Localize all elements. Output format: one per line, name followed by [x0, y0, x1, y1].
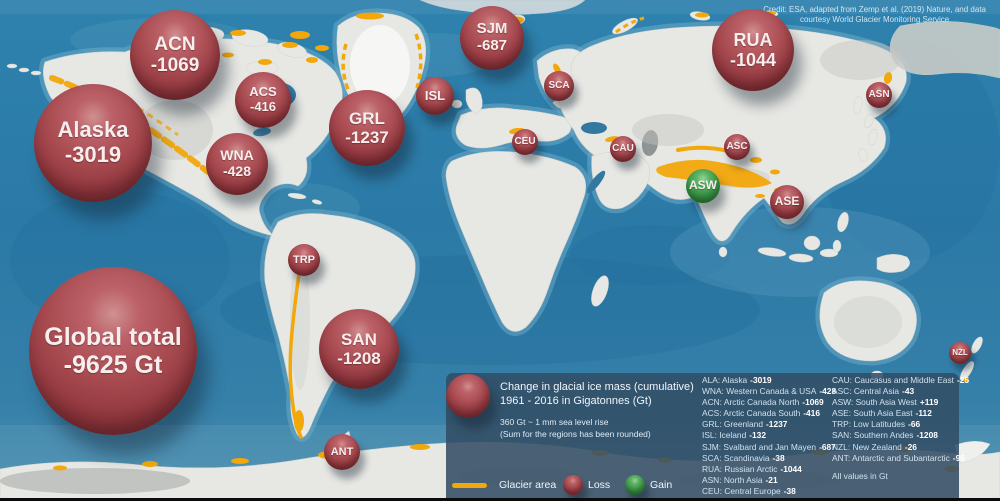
- region-bubble-nzl: NZL: [949, 342, 971, 364]
- legend-region-list-col1: ALA: Alaska -3019 WNA: Western Canada & U…: [702, 375, 836, 497]
- loss-label: Loss: [588, 479, 611, 491]
- legend-note: 360 Gt ~ 1 mm sea level rise (Sum for th…: [500, 417, 651, 439]
- legend-region-row: ASE: South Asia East -112: [832, 408, 932, 419]
- legend-title: Change in glacial ice mass (cumulative) …: [500, 381, 694, 407]
- legend-region-row: WNA: Western Canada & USA -428: [702, 386, 837, 397]
- loss-dot-icon: [563, 475, 583, 495]
- region-bubble-wna: WNA -428: [206, 133, 268, 195]
- legend-loss-sphere-icon: [446, 374, 490, 418]
- ocean-shading: [0, 0, 1000, 480]
- region-bubble-grl: GRL -1237: [329, 90, 405, 166]
- region-bubble-asn: ASN: [866, 82, 892, 108]
- credit-line-1: Credit: ESA, adapted from Zemp et al. (2…: [763, 5, 986, 14]
- region-bubble-ase: ASE: [770, 185, 804, 219]
- credit-line-2: courtesy World Glacier Monitoring Servic…: [799, 15, 950, 24]
- legend-region-row: TRP: Low Latitudes -66: [832, 419, 921, 430]
- region-bubble-san: SAN -1208: [319, 309, 399, 389]
- legend-region-row: ACS: Arctic Canada South -416: [702, 408, 820, 419]
- legend-region-row: RUA: Russian Arctic -1044: [702, 463, 802, 474]
- region-bubble-rua: RUA -1044: [712, 9, 794, 91]
- region-bubble-trp: TRP: [288, 244, 320, 276]
- gain-label: Gain: [650, 479, 673, 491]
- legend-region-row: CAU: Caucasus and Middle East -25: [832, 375, 970, 385]
- region-bubble-acs: ACS -416: [235, 72, 291, 128]
- region-bubble-asc: ASC: [724, 134, 750, 160]
- region-bubble-ceu: CEU: [512, 129, 538, 155]
- legend-region-row: ASW: South Asia West +119: [832, 397, 939, 408]
- legend-region-row: ALA: Alaska -3019: [702, 375, 772, 385]
- region-bubble-sca: SCA: [544, 71, 574, 101]
- legend-region-row: SJM: Svalbard and Jan Mayen -687: [702, 441, 836, 452]
- legend-region-row: ANT: Antarctic and Subantarctic -96: [832, 452, 965, 463]
- legend-region-row: ASN: North Asia -21: [702, 474, 778, 485]
- region-bubble-global: Global total -9625 Gt: [29, 267, 197, 435]
- legend-region-row: ACN: Arctic Canada North -1069: [702, 397, 824, 408]
- region-bubble-acn: ACN -1069: [130, 10, 220, 100]
- legend-footnote: All values in Gt: [832, 471, 888, 481]
- legend-panel: [446, 373, 959, 501]
- legend-region-row: ASC: Central Asia -43: [832, 386, 915, 397]
- legend-region-row: GRL: Greenland -1237: [702, 419, 788, 430]
- region-bubble-cau: CAU: [610, 136, 636, 162]
- gain-dot-icon: [625, 475, 645, 495]
- legend-region-list-col2: CAU: Caucasus and Middle East -25 ASC: Ce…: [832, 375, 969, 464]
- legend-region-row: ISL: Iceland -132: [702, 430, 766, 441]
- glacier-area-label: Glacier area: [499, 479, 557, 491]
- credit-text: Credit: ESA, adapted from Zemp et al. (2…: [763, 5, 986, 25]
- legend-region-row: SCA: Scandinavia -38: [702, 452, 785, 463]
- legend-region-row: SAN: Southern Andes -1208: [832, 430, 938, 441]
- glacier-area-swatch-icon: [452, 483, 487, 488]
- bottom-bar: [0, 498, 1000, 501]
- legend-region-row: NZL: New Zealand -26: [832, 441, 917, 452]
- region-bubble-sjm: SJM -687: [460, 6, 524, 70]
- region-bubble-isl: ISL: [416, 77, 454, 115]
- region-bubble-ant: ANT: [324, 434, 360, 470]
- region-bubble-asw: ASW: [686, 169, 720, 203]
- region-bubble-alaska: Alaska -3019: [34, 84, 152, 202]
- legend-region-row: CEU: Central Europe -38: [702, 485, 796, 496]
